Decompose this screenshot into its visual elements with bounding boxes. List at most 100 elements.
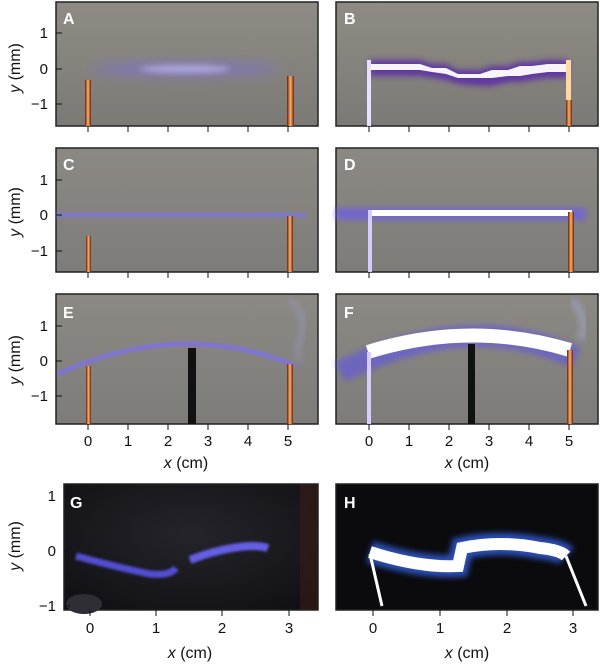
panel-g: G <box>63 483 319 614</box>
panel-a: A <box>55 1 319 127</box>
electrode-left <box>368 553 384 607</box>
x-axis-var: x <box>163 455 173 472</box>
plasma-core <box>140 65 230 73</box>
panel-f: F <box>335 293 599 425</box>
x-axis-unit: (cm) <box>176 645 212 662</box>
y-tick-label: 0 <box>48 543 56 560</box>
y-axis-unit: (mm) <box>7 43 24 85</box>
x-ticks-bottom <box>89 610 574 616</box>
panel-c: C <box>55 147 319 273</box>
center-probe <box>188 348 196 424</box>
electrode-right-glow <box>566 100 572 126</box>
x-axis-title-e: x (cm) <box>163 455 208 472</box>
x-tick-label: 2 <box>503 620 511 637</box>
y-axis-title-g: y (mm) <box>7 521 24 572</box>
x-tick-label: 0 <box>369 620 377 637</box>
y-axis-title-a: y (mm) <box>7 43 24 94</box>
y-tick-label: 1 <box>40 172 48 189</box>
x-tick-label: 5 <box>284 433 292 450</box>
x-axis-var: x <box>444 645 454 662</box>
x-tick-label: 5 <box>565 433 573 450</box>
x-tick-labels-bottom: 0 1 2 3 0 1 2 3 <box>86 620 577 637</box>
x-tick-labels-top: 0 1 2 3 4 5 0 1 2 3 4 5 <box>84 433 573 450</box>
electrode-base <box>66 594 102 614</box>
panel-h-label: H <box>344 495 356 512</box>
x-axis-title-h: x (cm) <box>444 645 489 662</box>
plasma-line <box>56 213 306 217</box>
panel-d: D <box>335 147 599 273</box>
svg-text:y (mm): y (mm) <box>7 187 24 238</box>
x-tick-label: 4 <box>525 433 533 450</box>
panel-f-label: F <box>344 305 354 322</box>
plasma-segment-1 <box>75 552 179 578</box>
x-tick-label: 3 <box>485 433 493 450</box>
electrode-right <box>567 350 573 424</box>
y-axis-var: y <box>7 562 24 572</box>
electrode-right <box>287 364 293 424</box>
x-axis-title-g: x (cm) <box>167 645 212 662</box>
y-axis-var: y <box>7 376 24 386</box>
y-tick-label: 1 <box>40 318 48 335</box>
electrode-left <box>86 236 91 272</box>
electrode-right <box>287 216 293 272</box>
y-axis-top-rows: 1 0 −1 1 0 −1 1 0 −1 <box>31 25 62 405</box>
center-probe <box>468 344 475 424</box>
electrode-right <box>564 555 588 607</box>
y-axis-unit: (mm) <box>7 335 24 377</box>
y-tick-label: −1 <box>31 96 48 113</box>
x-tick-label: 0 <box>86 620 94 637</box>
x-tick-label: 3 <box>285 620 293 637</box>
y-axis-unit: (mm) <box>7 521 24 563</box>
electrode-right <box>566 60 571 126</box>
panel-g-label: G <box>70 495 82 512</box>
panel-c-label: C <box>63 157 75 174</box>
electrode-left <box>368 210 372 272</box>
x-tick-label: 1 <box>436 620 444 637</box>
x-tick-label: 3 <box>569 620 577 637</box>
y-axis-title-c: y (mm) <box>7 187 24 238</box>
y-tick-label: 0 <box>40 207 48 224</box>
panel-e-label: E <box>63 305 74 322</box>
electrode-right <box>287 76 294 126</box>
x-tick-label: 4 <box>244 433 252 450</box>
y-tick-label: 0 <box>40 61 48 78</box>
panel-b: B <box>335 1 599 127</box>
electrode-left <box>367 352 371 424</box>
x-axis-var: x <box>167 645 177 662</box>
y-axis-unit: (mm) <box>7 187 24 229</box>
svg-text:y (mm): y (mm) <box>7 335 24 386</box>
x-tick-label: 1 <box>124 433 132 450</box>
x-axis-unit: (cm) <box>453 455 489 472</box>
panel-a-label: A <box>63 11 75 28</box>
x-axis-unit: (cm) <box>172 455 208 472</box>
y-tick-label: −1 <box>39 598 56 615</box>
x-axis-var: x <box>444 455 454 472</box>
x-tick-label: 3 <box>204 433 212 450</box>
plasma-core <box>370 64 568 78</box>
smoke-plume <box>568 297 588 342</box>
x-tick-label: 2 <box>445 433 453 450</box>
y-axis-var: y <box>7 84 24 94</box>
panel-h: H <box>335 483 599 611</box>
panel-d-label: D <box>344 157 356 174</box>
y-tick-label: 1 <box>48 488 56 505</box>
y-axis-g: 1 0 −1 <box>39 488 70 615</box>
x-tick-label: 1 <box>152 620 160 637</box>
y-axis-var: y <box>7 228 24 238</box>
plasma-core <box>365 328 573 359</box>
x-axis-unit: (cm) <box>453 645 489 662</box>
plasma-segment-2 <box>188 541 270 564</box>
smoke-plume <box>287 297 307 364</box>
electrode-right <box>568 212 574 272</box>
x-tick-label: 2 <box>164 433 172 450</box>
x-tick-label: 0 <box>365 433 373 450</box>
x-tick-label: 2 <box>218 620 226 637</box>
y-axis-title-e: y (mm) <box>7 335 24 386</box>
plasma-core <box>368 538 571 573</box>
electrode-left <box>85 80 91 126</box>
x-ticks-row-marks <box>87 126 570 430</box>
x-tick-label: 1 <box>405 433 413 450</box>
x-axis-title-f: x (cm) <box>444 455 489 472</box>
x-tick-label: 0 <box>84 433 92 450</box>
